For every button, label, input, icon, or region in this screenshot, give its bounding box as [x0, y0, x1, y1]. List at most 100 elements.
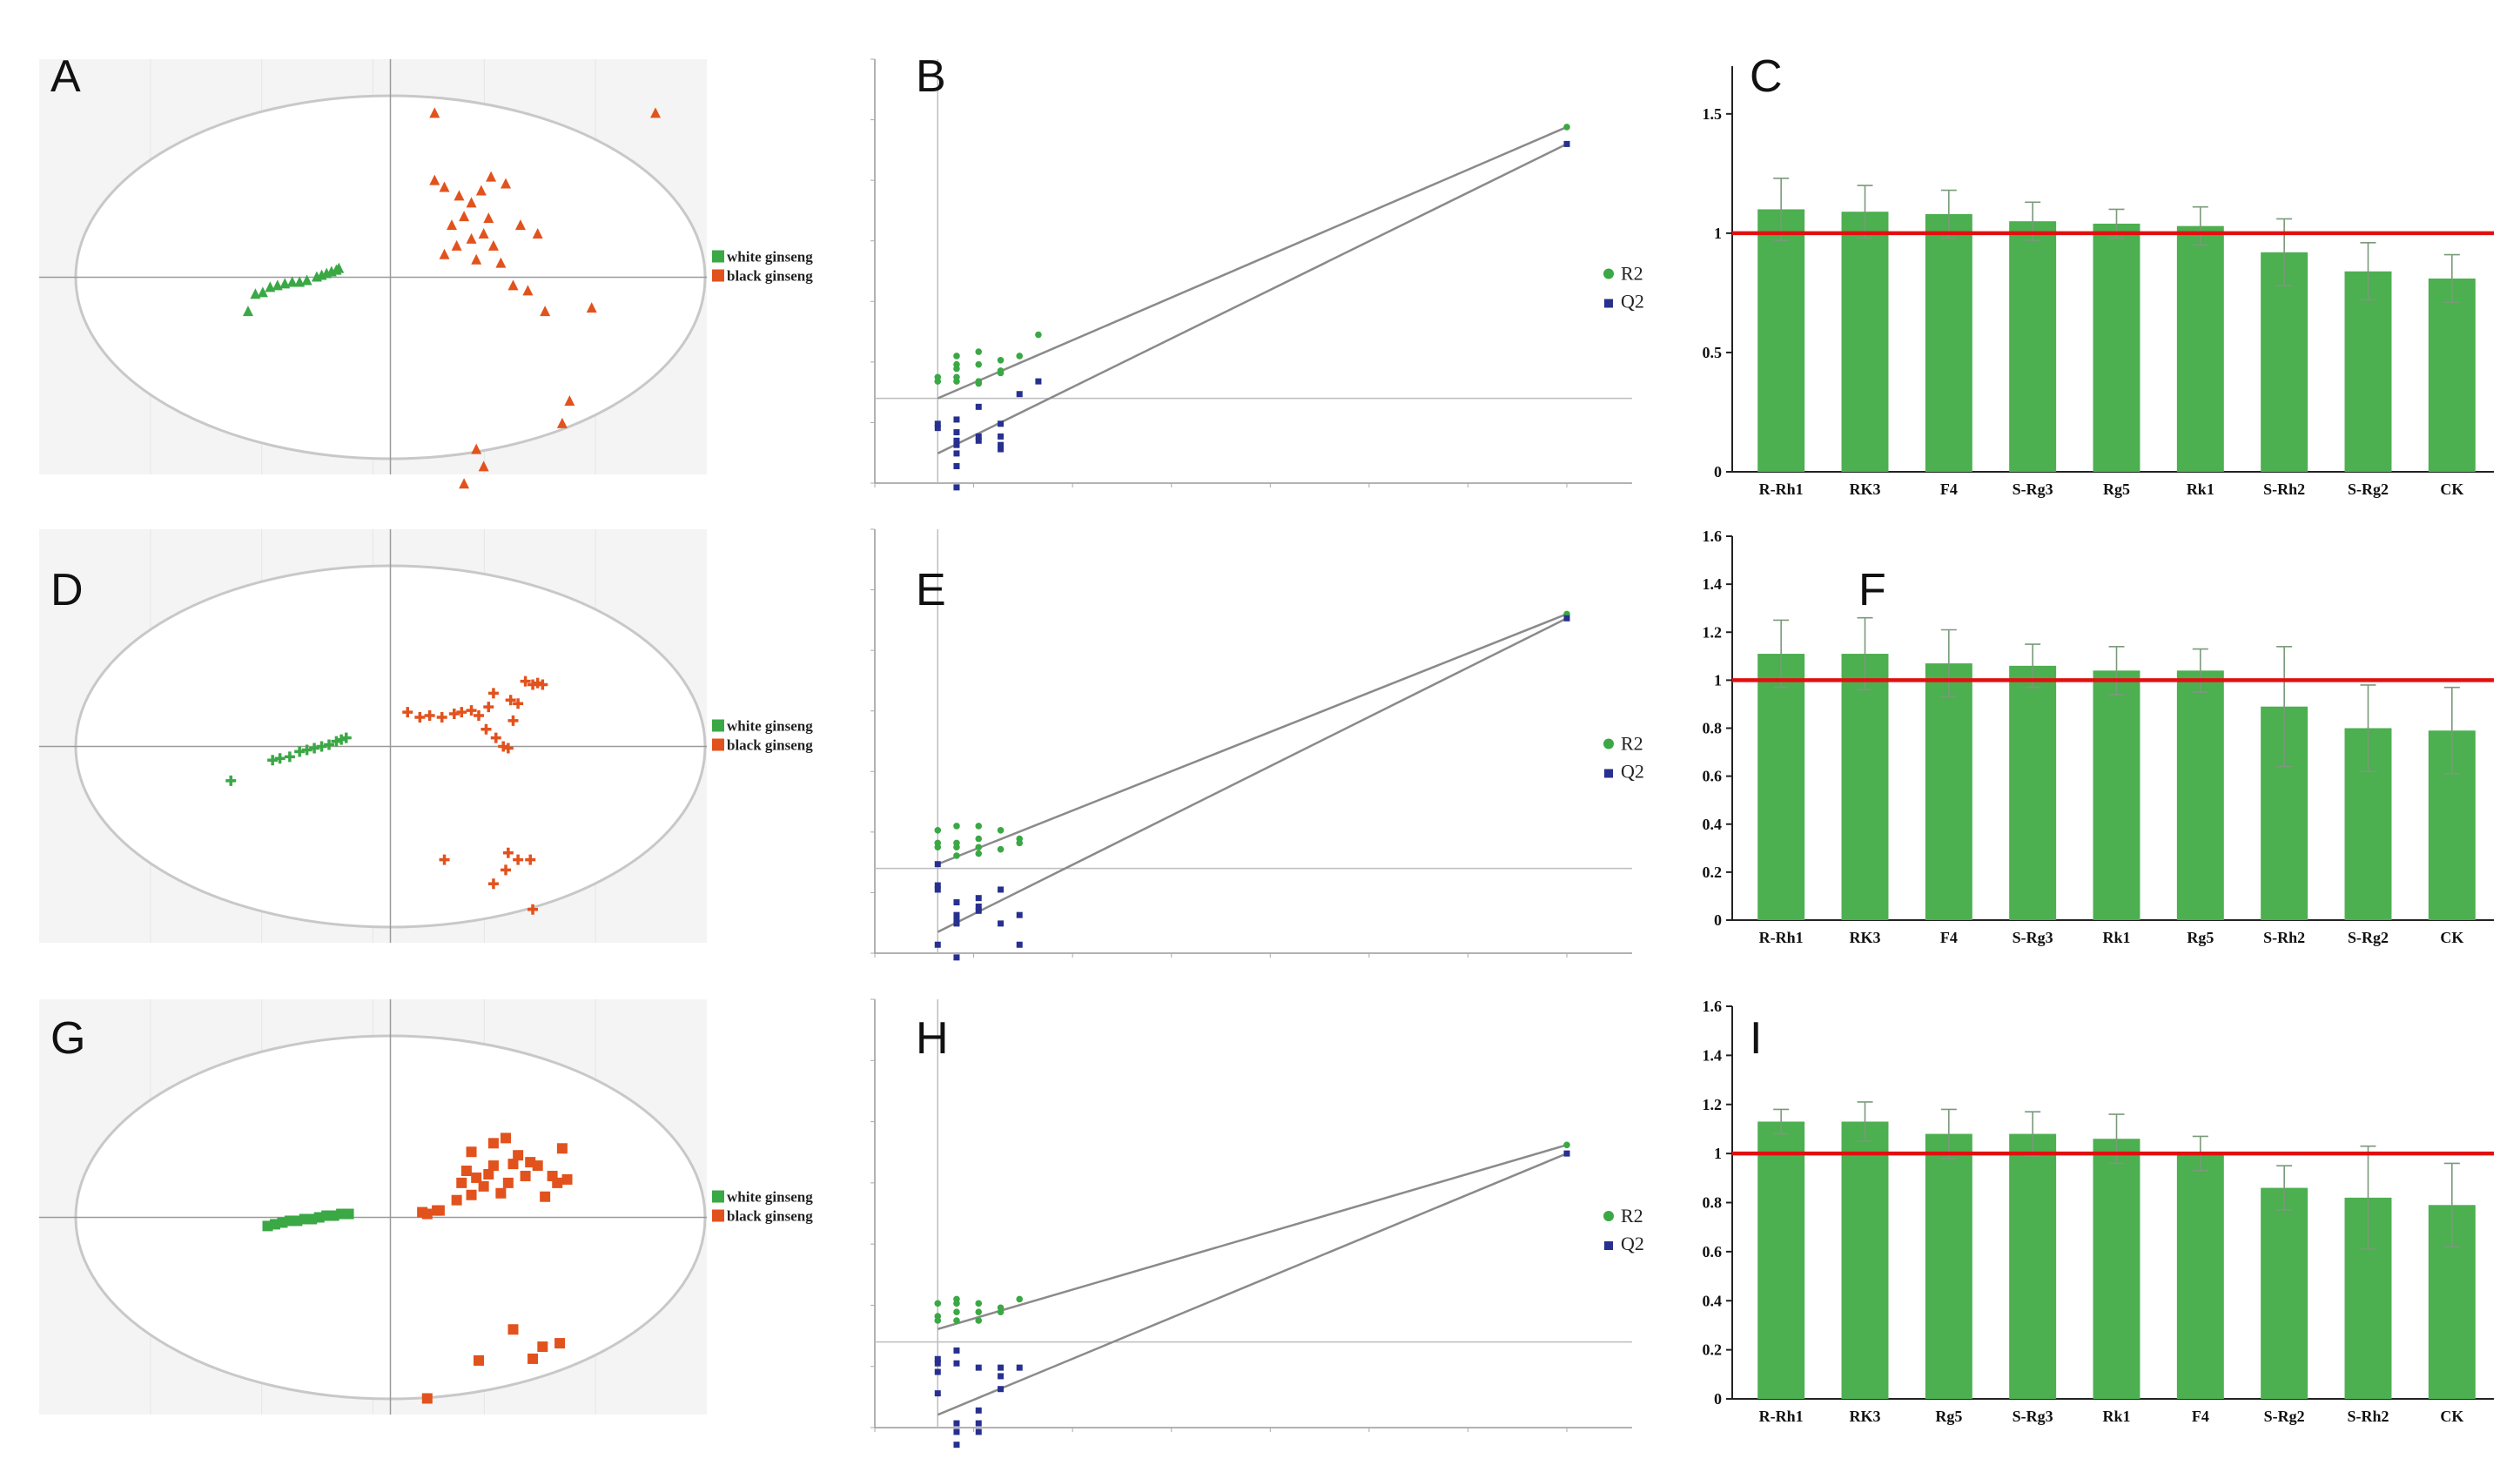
q2-point: [975, 1407, 982, 1414]
q2-point: [953, 416, 960, 423]
q2-point: [975, 903, 982, 910]
category-label: CK: [2440, 929, 2463, 946]
score-point: [480, 723, 492, 735]
q2-point: [934, 1360, 941, 1367]
score-point: [505, 695, 516, 706]
score-point: [552, 1177, 563, 1188]
legend-swatch: [712, 269, 724, 282]
q2-point: [975, 1364, 982, 1371]
q2-point: [1035, 378, 1042, 385]
q2-point: [998, 420, 1005, 427]
q2-point: [934, 886, 941, 893]
score-point: [471, 253, 482, 265]
score-point: [514, 219, 526, 231]
q2-point: [953, 911, 960, 918]
category-label: S-Rg2: [2264, 1408, 2305, 1425]
q2-point: [934, 425, 941, 432]
score-point: [475, 185, 487, 196]
category-label: RK3: [1850, 929, 1881, 946]
q2-point: [953, 1347, 960, 1354]
legend-swatch: [712, 719, 724, 732]
category-label: R-Rh1: [1759, 929, 1804, 946]
bar: [2176, 225, 2224, 472]
q2-point: [934, 941, 941, 948]
bar: [1925, 663, 1972, 920]
score-point: [439, 248, 450, 259]
score-point: [483, 702, 494, 713]
r2-point: [953, 1317, 960, 1324]
score-point: [537, 1341, 548, 1353]
bar: [2009, 665, 2057, 920]
q2-point: [953, 954, 960, 961]
y-tick-label: 1: [1714, 671, 1722, 689]
panel-letter-G: G: [50, 1013, 85, 1064]
score-point: [294, 746, 306, 757]
score-point: [424, 710, 435, 722]
r2-point: [953, 1300, 960, 1307]
score-point: [446, 219, 457, 231]
score-point: [513, 854, 524, 865]
legend-label: Q2: [1621, 1233, 1644, 1254]
q2-point: [953, 441, 960, 448]
score-point: [556, 417, 568, 428]
score-point: [540, 306, 551, 317]
bar: [1841, 654, 1889, 920]
regression-line-q2: [937, 1152, 1568, 1416]
score-point: [309, 743, 320, 754]
q2-point: [953, 463, 960, 470]
q2-point: [1016, 391, 1023, 398]
q2-point: [975, 895, 982, 902]
score-point: [487, 1138, 499, 1149]
legend-label: black ginseng: [727, 737, 813, 754]
score-point: [532, 227, 543, 239]
q2-point: [975, 433, 982, 440]
category-label: R-Rh1: [1759, 1408, 1804, 1425]
panel-letter-D: D: [50, 565, 84, 615]
category-label: F4: [1940, 481, 1958, 498]
y-tick-label: 1.2: [1703, 623, 1723, 641]
bar: [2344, 271, 2392, 472]
q2-point: [975, 403, 982, 410]
q2-point: [934, 882, 941, 889]
score-point: [520, 676, 531, 687]
bar-chart-C: 0 0.5 1 1.5 R-Rh1 RK3 F4 S-Rg3 Rg5 Rk1 S-Rh2 S-Rg2 C…: [1703, 66, 2494, 498]
score-point: [333, 262, 345, 273]
r2-point: [953, 365, 960, 373]
score-point: [471, 1172, 482, 1183]
score-point: [439, 854, 450, 865]
q2-point: [998, 441, 1005, 448]
bar: [2261, 1187, 2308, 1399]
q2-point: [998, 446, 1005, 453]
score-point: [301, 274, 312, 286]
legend-swatch: [1604, 769, 1613, 778]
r2-point: [1016, 1295, 1024, 1303]
category-label: S-Rg2: [2348, 481, 2389, 498]
category-label: Rg5: [1935, 1408, 1962, 1425]
category-label: Rk1: [2102, 929, 2130, 946]
score-point: [478, 1180, 489, 1192]
bar: [2093, 670, 2140, 920]
bar-chart-I: 0 0.2 0.4 0.6 0.8 1 1.2 1.4 1.6 R-Rh1 RK3 Rg5 S-Rg3 R…: [1703, 998, 2494, 1425]
score-point: [520, 1170, 531, 1181]
q2-point: [934, 1390, 941, 1397]
panel-letter-B: B: [916, 51, 946, 102]
score-point: [502, 1177, 514, 1188]
y-tick-label: 1.5: [1703, 105, 1723, 123]
score-point: [528, 904, 539, 915]
category-label: Rg5: [2187, 929, 2214, 946]
q2-point: [953, 450, 960, 457]
score-point: [650, 107, 662, 118]
legend-label: white ginseng: [727, 249, 813, 265]
score-point: [522, 285, 534, 296]
q2-point: [975, 1420, 982, 1427]
y-tick-label: 1.4: [1703, 1046, 1723, 1064]
q2-point: [953, 429, 960, 436]
y-tick-label: 0: [1714, 463, 1722, 481]
score-point: [436, 711, 447, 723]
score-point: [402, 707, 413, 718]
score-point: [483, 212, 494, 224]
q2-point: [934, 1355, 941, 1362]
r2-point: [953, 378, 960, 385]
legend-swatch: [712, 1209, 724, 1222]
r2-point: [975, 1300, 983, 1307]
